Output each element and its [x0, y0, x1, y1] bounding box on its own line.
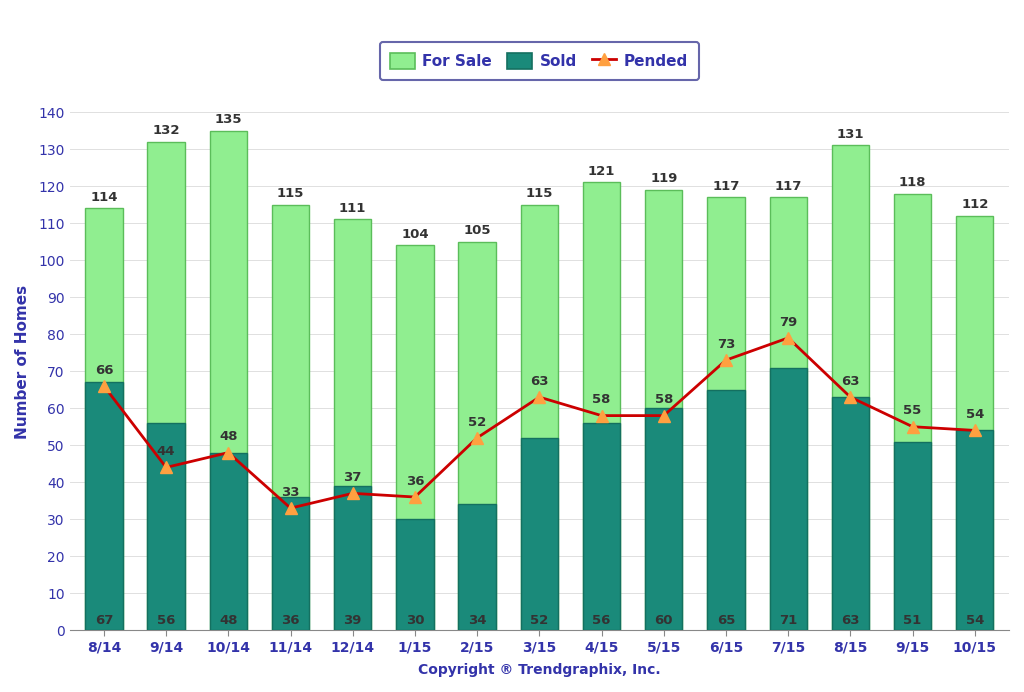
Y-axis label: Number of Homes: Number of Homes [15, 285, 30, 439]
X-axis label: Copyright ® Trendgraphix, Inc.: Copyright ® Trendgraphix, Inc. [418, 663, 660, 677]
Text: 44: 44 [157, 445, 175, 458]
Bar [85, 382, 123, 630]
Bar [831, 397, 869, 630]
Text: 111: 111 [339, 202, 367, 215]
Legend: For Sale, Sold, Pended: For Sale, Sold, Pended [380, 42, 699, 80]
Bar [459, 504, 496, 630]
Text: 67: 67 [95, 614, 113, 626]
Bar [396, 246, 433, 630]
Text: 73: 73 [717, 338, 735, 351]
Text: 55: 55 [903, 404, 922, 417]
Bar [147, 142, 184, 630]
Text: 63: 63 [530, 375, 549, 388]
Text: 58: 58 [592, 393, 610, 406]
Bar [956, 430, 993, 630]
Bar [334, 219, 372, 630]
Bar [210, 131, 247, 630]
Bar [645, 190, 682, 630]
Text: 54: 54 [966, 408, 984, 421]
Text: 105: 105 [464, 224, 490, 237]
Text: 58: 58 [654, 393, 673, 406]
Text: 71: 71 [779, 614, 798, 626]
Text: 60: 60 [654, 614, 673, 626]
Text: 51: 51 [903, 614, 922, 626]
Bar [894, 194, 931, 630]
Text: 112: 112 [962, 199, 988, 211]
Bar [769, 367, 807, 630]
Text: 118: 118 [899, 176, 927, 189]
Text: 52: 52 [468, 416, 486, 428]
Bar [956, 216, 993, 630]
Bar [708, 390, 744, 630]
Text: 36: 36 [406, 475, 424, 488]
Text: 131: 131 [837, 128, 864, 141]
Text: 115: 115 [276, 188, 304, 200]
Text: 34: 34 [468, 614, 486, 626]
Text: 104: 104 [401, 228, 429, 241]
Text: 121: 121 [588, 165, 615, 178]
Text: 117: 117 [713, 180, 739, 193]
Bar [271, 205, 309, 630]
Bar [769, 197, 807, 630]
Bar [583, 423, 621, 630]
Bar [271, 497, 309, 630]
Text: 63: 63 [841, 375, 859, 388]
Text: 37: 37 [343, 471, 361, 484]
Bar [708, 197, 744, 630]
Bar [583, 183, 621, 630]
Text: 65: 65 [717, 614, 735, 626]
Bar [147, 423, 184, 630]
Text: 39: 39 [343, 614, 361, 626]
Bar [520, 205, 558, 630]
Text: 56: 56 [157, 614, 175, 626]
Bar [210, 453, 247, 630]
Text: 114: 114 [90, 191, 118, 204]
Text: 117: 117 [774, 180, 802, 193]
Text: 48: 48 [219, 614, 238, 626]
Text: 36: 36 [282, 614, 300, 626]
Bar [645, 408, 682, 630]
Text: 119: 119 [650, 172, 678, 185]
Bar [831, 145, 869, 630]
Bar [459, 242, 496, 630]
Text: 66: 66 [94, 364, 114, 376]
Text: 115: 115 [525, 188, 553, 200]
Text: 30: 30 [406, 614, 424, 626]
Text: 52: 52 [530, 614, 549, 626]
Text: 135: 135 [215, 113, 242, 126]
Bar [334, 486, 372, 630]
Text: 79: 79 [779, 316, 798, 329]
Text: 33: 33 [282, 486, 300, 499]
Text: 48: 48 [219, 430, 238, 444]
Text: 56: 56 [592, 614, 610, 626]
Bar [520, 438, 558, 630]
Bar [894, 441, 931, 630]
Text: 63: 63 [841, 614, 859, 626]
Bar [85, 208, 123, 630]
Text: 54: 54 [966, 614, 984, 626]
Bar [396, 519, 433, 630]
Text: 132: 132 [153, 125, 180, 137]
